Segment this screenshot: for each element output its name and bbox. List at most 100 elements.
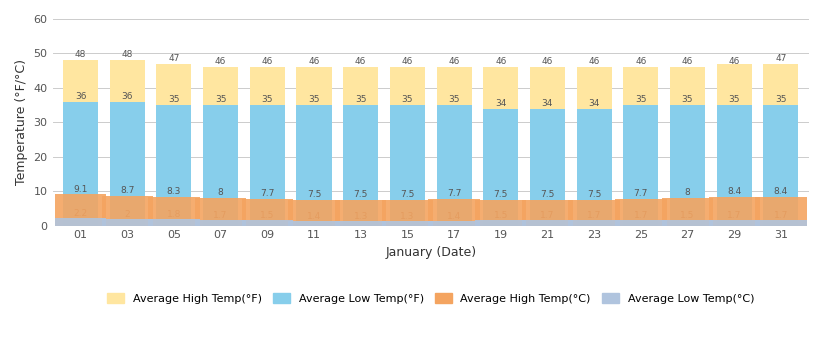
Text: 46: 46 xyxy=(588,57,600,66)
Text: 46: 46 xyxy=(729,57,740,66)
Text: 7.5: 7.5 xyxy=(307,190,321,199)
Text: 46: 46 xyxy=(635,57,647,66)
Bar xyxy=(437,105,471,226)
Bar xyxy=(475,220,526,226)
Bar xyxy=(382,221,433,226)
Bar xyxy=(623,105,658,226)
Bar xyxy=(55,218,106,226)
Legend: Average High Temp(°F), Average Low Temp(°F), Average High Temp(°C), Average Low : Average High Temp(°F), Average Low Temp(… xyxy=(103,289,759,309)
Text: 1.5: 1.5 xyxy=(494,211,508,220)
Bar xyxy=(242,199,293,226)
Text: 9.1: 9.1 xyxy=(73,185,88,194)
Text: 8.7: 8.7 xyxy=(120,186,134,195)
Text: 35: 35 xyxy=(308,95,320,104)
Text: 8: 8 xyxy=(217,188,223,197)
Bar xyxy=(156,64,192,226)
Bar xyxy=(716,105,752,226)
Bar xyxy=(110,102,144,226)
Text: 8.4: 8.4 xyxy=(774,187,788,196)
Text: 35: 35 xyxy=(775,95,787,104)
Bar xyxy=(382,200,433,226)
Text: 2: 2 xyxy=(124,210,130,219)
Bar xyxy=(615,220,666,226)
Text: 1.7: 1.7 xyxy=(587,211,601,220)
Bar xyxy=(101,196,153,226)
Text: 36: 36 xyxy=(121,92,133,101)
Text: 35: 35 xyxy=(402,95,413,104)
Text: 46: 46 xyxy=(215,57,227,66)
Text: 1.7: 1.7 xyxy=(213,211,227,220)
Text: 48: 48 xyxy=(75,50,86,59)
Bar xyxy=(296,67,331,226)
Text: 46: 46 xyxy=(355,57,366,66)
Bar xyxy=(522,220,574,226)
Text: 35: 35 xyxy=(448,95,460,104)
Bar xyxy=(250,67,285,226)
Text: 1.3: 1.3 xyxy=(354,212,368,221)
Text: 7.5: 7.5 xyxy=(587,190,601,199)
Text: 7.7: 7.7 xyxy=(633,189,648,198)
Bar xyxy=(288,200,339,226)
Bar xyxy=(483,67,518,226)
Bar xyxy=(764,105,798,226)
Text: 34: 34 xyxy=(542,98,553,108)
Bar xyxy=(335,221,387,226)
Text: 36: 36 xyxy=(75,92,86,101)
Text: 46: 46 xyxy=(448,57,460,66)
Bar xyxy=(343,105,378,226)
Text: 1.7: 1.7 xyxy=(633,211,648,220)
Bar xyxy=(335,200,387,226)
Bar xyxy=(437,67,471,226)
Text: 8.4: 8.4 xyxy=(727,187,741,196)
Bar xyxy=(530,109,565,226)
Bar xyxy=(195,220,247,226)
Text: 7.7: 7.7 xyxy=(447,189,461,198)
Bar xyxy=(343,67,378,226)
Bar xyxy=(577,67,612,226)
Bar xyxy=(709,220,760,226)
Text: 7.5: 7.5 xyxy=(354,190,368,199)
Y-axis label: Temperature (°F/°C): Temperature (°F/°C) xyxy=(15,59,28,185)
Text: 1.7: 1.7 xyxy=(727,211,741,220)
Bar xyxy=(63,60,98,226)
Text: 1.7: 1.7 xyxy=(540,211,554,220)
Text: 1.7: 1.7 xyxy=(774,211,788,220)
Text: 7.5: 7.5 xyxy=(400,190,414,199)
Bar xyxy=(390,105,425,226)
Text: 8.3: 8.3 xyxy=(167,188,181,196)
Bar xyxy=(662,220,713,226)
Text: 1.4: 1.4 xyxy=(447,212,461,220)
Bar xyxy=(522,200,574,226)
Bar xyxy=(709,197,760,226)
Bar xyxy=(296,105,331,226)
Bar xyxy=(149,197,199,226)
Bar xyxy=(670,67,705,226)
Bar xyxy=(755,197,807,226)
Bar xyxy=(63,102,98,226)
Text: 7.7: 7.7 xyxy=(260,189,275,198)
Text: 1.5: 1.5 xyxy=(260,211,275,220)
Bar xyxy=(530,67,565,226)
Text: 1.8: 1.8 xyxy=(167,210,181,219)
Bar xyxy=(428,221,480,226)
Bar xyxy=(110,60,144,226)
Text: 1.4: 1.4 xyxy=(307,212,321,220)
Text: 35: 35 xyxy=(355,95,366,104)
Bar xyxy=(428,199,480,226)
Text: 35: 35 xyxy=(261,95,273,104)
Bar xyxy=(755,220,807,226)
Text: 47: 47 xyxy=(775,54,787,63)
Bar xyxy=(662,198,713,226)
Bar xyxy=(716,64,752,226)
Text: 8: 8 xyxy=(685,188,691,197)
Text: 1.5: 1.5 xyxy=(681,211,695,220)
Text: 46: 46 xyxy=(495,57,506,66)
Bar xyxy=(475,200,526,226)
Bar xyxy=(156,105,192,226)
Bar xyxy=(569,220,620,226)
Bar xyxy=(242,220,293,226)
Text: 35: 35 xyxy=(168,95,179,104)
Text: 46: 46 xyxy=(681,57,693,66)
Bar xyxy=(149,219,199,226)
Bar xyxy=(670,105,705,226)
